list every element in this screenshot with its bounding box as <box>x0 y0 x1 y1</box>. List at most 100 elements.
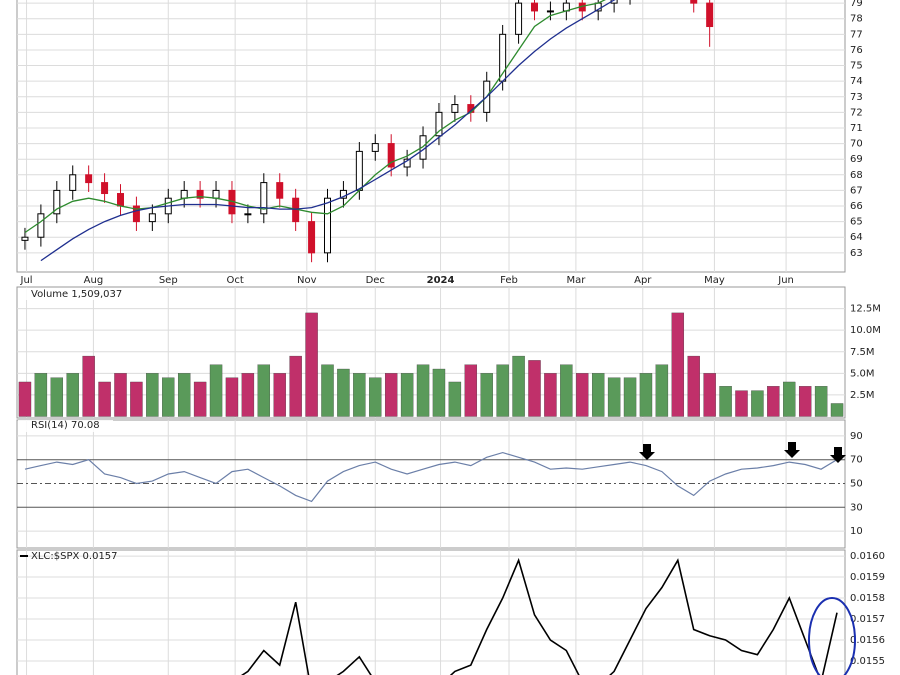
panel-plot <box>17 420 845 548</box>
volume-bar <box>623 377 637 417</box>
plot-layer: 63 64 65 66 67 68 69 70 71 72 73 74 75 76 77 78 79 Jul Aug… <box>17 0 885 675</box>
candle-body <box>515 2 523 35</box>
volume-bar <box>798 386 812 417</box>
x-tick-label: Jul <box>20 275 33 286</box>
candle-body <box>117 193 124 207</box>
volume-bar <box>209 364 223 417</box>
rsi-title: RSI(14) 70.08 <box>31 420 100 431</box>
y-tick-label: 12.5M <box>850 304 881 315</box>
volume-bar <box>98 381 111 417</box>
ratio-panel <box>16 549 846 675</box>
volume-bar <box>177 373 191 417</box>
panel-plot <box>17 287 845 418</box>
volume-bar <box>257 364 271 417</box>
volume-bar <box>225 377 239 417</box>
candle-body <box>546 10 554 13</box>
arrow <box>639 444 655 460</box>
y-tick-label: 50 <box>850 479 863 490</box>
y-tick-label: 79 <box>850 0 863 9</box>
volume-bar <box>719 386 732 417</box>
candle-body <box>276 182 284 199</box>
x-tick-label: Oct <box>226 275 243 286</box>
volume-bar <box>830 403 844 417</box>
highlight-ellipse <box>808 597 856 675</box>
candle-body <box>212 189 220 199</box>
y-tick-label: 70 <box>850 455 863 466</box>
volume-bar <box>751 390 764 417</box>
rsi-arrows <box>639 442 846 463</box>
volume-bar <box>528 360 541 417</box>
x-tick-label: May <box>704 275 725 286</box>
volume-bar <box>273 373 286 417</box>
volume-bar <box>703 373 716 417</box>
candle-body <box>435 111 443 137</box>
volume-bar <box>384 373 398 417</box>
volume-bar <box>544 373 557 417</box>
y-tick-label: 90 <box>850 431 863 442</box>
volume-bar <box>560 364 573 417</box>
volume-bar <box>146 373 159 417</box>
price-panel <box>16 0 846 273</box>
volume-bar <box>735 390 748 417</box>
y-tick-label: 0.0158 <box>850 593 885 604</box>
volume-bar <box>305 312 318 417</box>
y-tick-label: 64 <box>850 232 863 243</box>
volume-bar <box>416 364 430 417</box>
candle-body <box>180 189 188 199</box>
candle-body <box>101 182 109 195</box>
panel-plot <box>17 0 845 272</box>
y-tick-label: 63 <box>850 248 863 259</box>
candle-body <box>387 143 395 168</box>
volume-bar <box>607 377 621 417</box>
volume-bar <box>464 364 478 417</box>
x-tick-label: Apr <box>634 275 652 286</box>
candle-body <box>196 189 204 199</box>
volume-bar <box>480 373 493 417</box>
candle-body <box>21 236 29 241</box>
x-tick-label: Jun <box>777 275 794 286</box>
volume-bar <box>34 373 48 417</box>
volume-bar <box>369 377 382 417</box>
volume-bar <box>82 355 95 417</box>
volume-title: Volume 1,509,037 <box>31 289 122 300</box>
candle-body <box>132 205 140 223</box>
volume-bar <box>783 381 796 417</box>
candle-body <box>53 189 61 215</box>
volume-bar <box>512 355 525 417</box>
volume-bar <box>400 373 414 417</box>
volume-bar <box>162 377 175 417</box>
volume-bar <box>18 381 32 417</box>
y-tick-label: 0.0157 <box>850 614 885 625</box>
x-tick-label: Dec <box>366 275 385 286</box>
arrow <box>830 447 846 463</box>
y-tick-label: 7.5M <box>850 347 875 358</box>
volume-bar <box>591 373 605 417</box>
candle-body <box>371 143 379 152</box>
candle-body <box>85 174 93 184</box>
candle-body <box>451 104 459 113</box>
volume-bar <box>496 364 509 417</box>
candle-body <box>324 197 331 254</box>
x-tick-label: Feb <box>500 275 518 286</box>
volume-bar <box>671 312 685 417</box>
volume-bar <box>50 377 64 417</box>
y-tick-label: 0.0160 <box>850 551 885 562</box>
y-tick-label: 10 <box>850 526 863 537</box>
volume-bar <box>448 381 462 417</box>
y-tick-label: 66 <box>850 201 863 212</box>
label-bg <box>18 420 113 432</box>
candle-body <box>37 213 45 238</box>
y-tick-label: 65 <box>850 217 863 228</box>
arrow <box>784 442 800 458</box>
candle-body <box>69 174 77 191</box>
candle-body <box>690 0 698 4</box>
y-tick-label: 71 <box>850 123 863 134</box>
candle-body <box>610 0 618 4</box>
candle-body <box>244 213 252 216</box>
volume-bar <box>289 355 302 417</box>
candle-body <box>531 2 538 12</box>
volume-bar <box>337 368 350 417</box>
volume-bar <box>655 364 669 417</box>
x-tick-label: Mar <box>566 275 586 286</box>
series-line <box>240 557 838 675</box>
